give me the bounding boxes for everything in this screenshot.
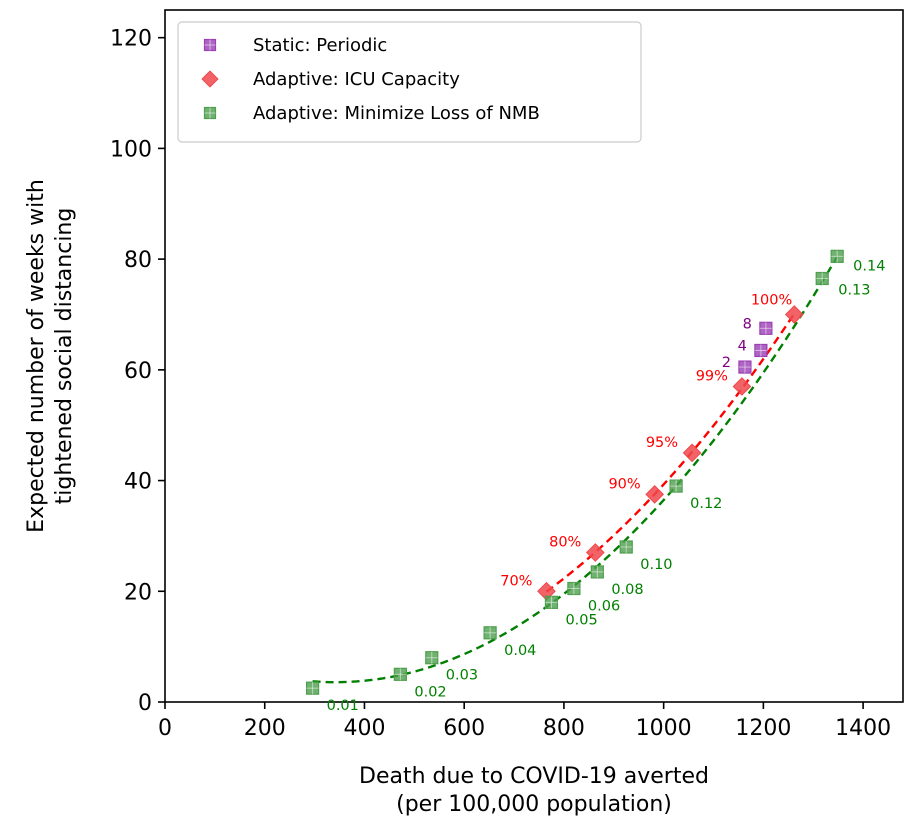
point-label: 0.05 [565,612,597,628]
point-label: 0.06 [588,599,620,615]
y-tick-label: 40 [124,470,152,495]
y-tick-label: 100 [110,137,152,162]
point-label: 100% [751,292,792,308]
data-point [645,485,665,504]
x-axis-title-line1: Death due to COVID-19 averted [359,764,709,789]
data-point [830,249,844,263]
legend-label: Static: Periodic [253,35,387,56]
x-tick-label: 0 [158,716,172,741]
x-tick-label: 200 [244,716,286,741]
y-tick-label: 120 [110,27,152,52]
data-point [669,479,683,493]
data-point [483,626,497,640]
point-label: 0.14 [853,258,885,274]
x-tick-label: 600 [443,716,485,741]
data-markers [306,249,844,695]
legend: Static: Periodic Adaptive: ICU Capacity Ad… [177,21,642,143]
point-label: 0.10 [640,557,672,573]
plot-frame [164,9,904,703]
data-point [682,443,702,463]
data-point [815,271,829,286]
y-tick-label: 80 [124,248,152,273]
x-tick-label: 1200 [735,716,791,741]
data-point [425,651,439,665]
point-label: 70% [500,573,532,589]
data-point [759,321,773,335]
x-axis-title-line2: (per 100,000 population) [396,792,672,817]
legend-marker [203,106,217,120]
data-point [738,360,752,374]
y-axis-title-line1: Expected number of weeks with [24,179,49,533]
data-point [732,377,752,396]
legend-label: Adaptive: Minimize Loss of NMB [253,103,540,124]
point-label: 8 [743,316,752,332]
y-tick-label: 0 [138,691,152,716]
y-tick-label: 60 [124,359,152,384]
point-label: 0.13 [838,282,870,298]
data-point [544,595,559,609]
legend-label: Adaptive: ICU Capacity [253,69,460,90]
data-point [754,343,768,358]
data-point [306,681,320,695]
x-tick-label: 1400 [835,716,891,741]
data-point [590,565,604,579]
point-label: 2 [722,355,731,371]
point-label: 95% [646,435,678,451]
point-label: 0.01 [327,698,359,714]
point-label: 4 [738,338,747,354]
x-tick-label: 400 [343,716,385,741]
fit-line [545,312,796,593]
point-label: 0.02 [414,684,446,700]
data-point [619,540,633,554]
y-axis-title-line2: tightened social distancing [52,208,77,505]
point-label: 0.04 [504,643,536,659]
point-label: 90% [608,476,640,492]
point-label: 99% [696,368,728,384]
point-label: 0.12 [690,496,722,512]
data-point [784,305,804,324]
data-point [567,581,581,596]
x-tick-label: 1000 [636,716,692,741]
y-tick-label: 20 [124,580,152,605]
x-axis: 0 200 400 600 800 1000 1200 1400 [158,702,891,741]
legend-box [177,21,642,143]
point-label: 0.03 [446,668,478,684]
data-point [393,667,407,681]
point-labels: 24 8 70% 80% 90% 95% 99% 100% 0.01 0.020.03 0.04 0.… [327,258,886,714]
data-point [585,543,605,562]
legend-marker [201,70,219,88]
plot-area: 24 8 70% 80% 90% 95% 99% 100% 0.01 0.020.03 0.04 0.… [164,9,904,714]
point-label: 0.08 [611,582,643,598]
legend-marker [203,38,217,52]
x-tick-label: 800 [543,716,585,741]
point-label: 80% [549,535,581,551]
y-axis: 0 20 40 60 80 100 120 [110,27,165,716]
